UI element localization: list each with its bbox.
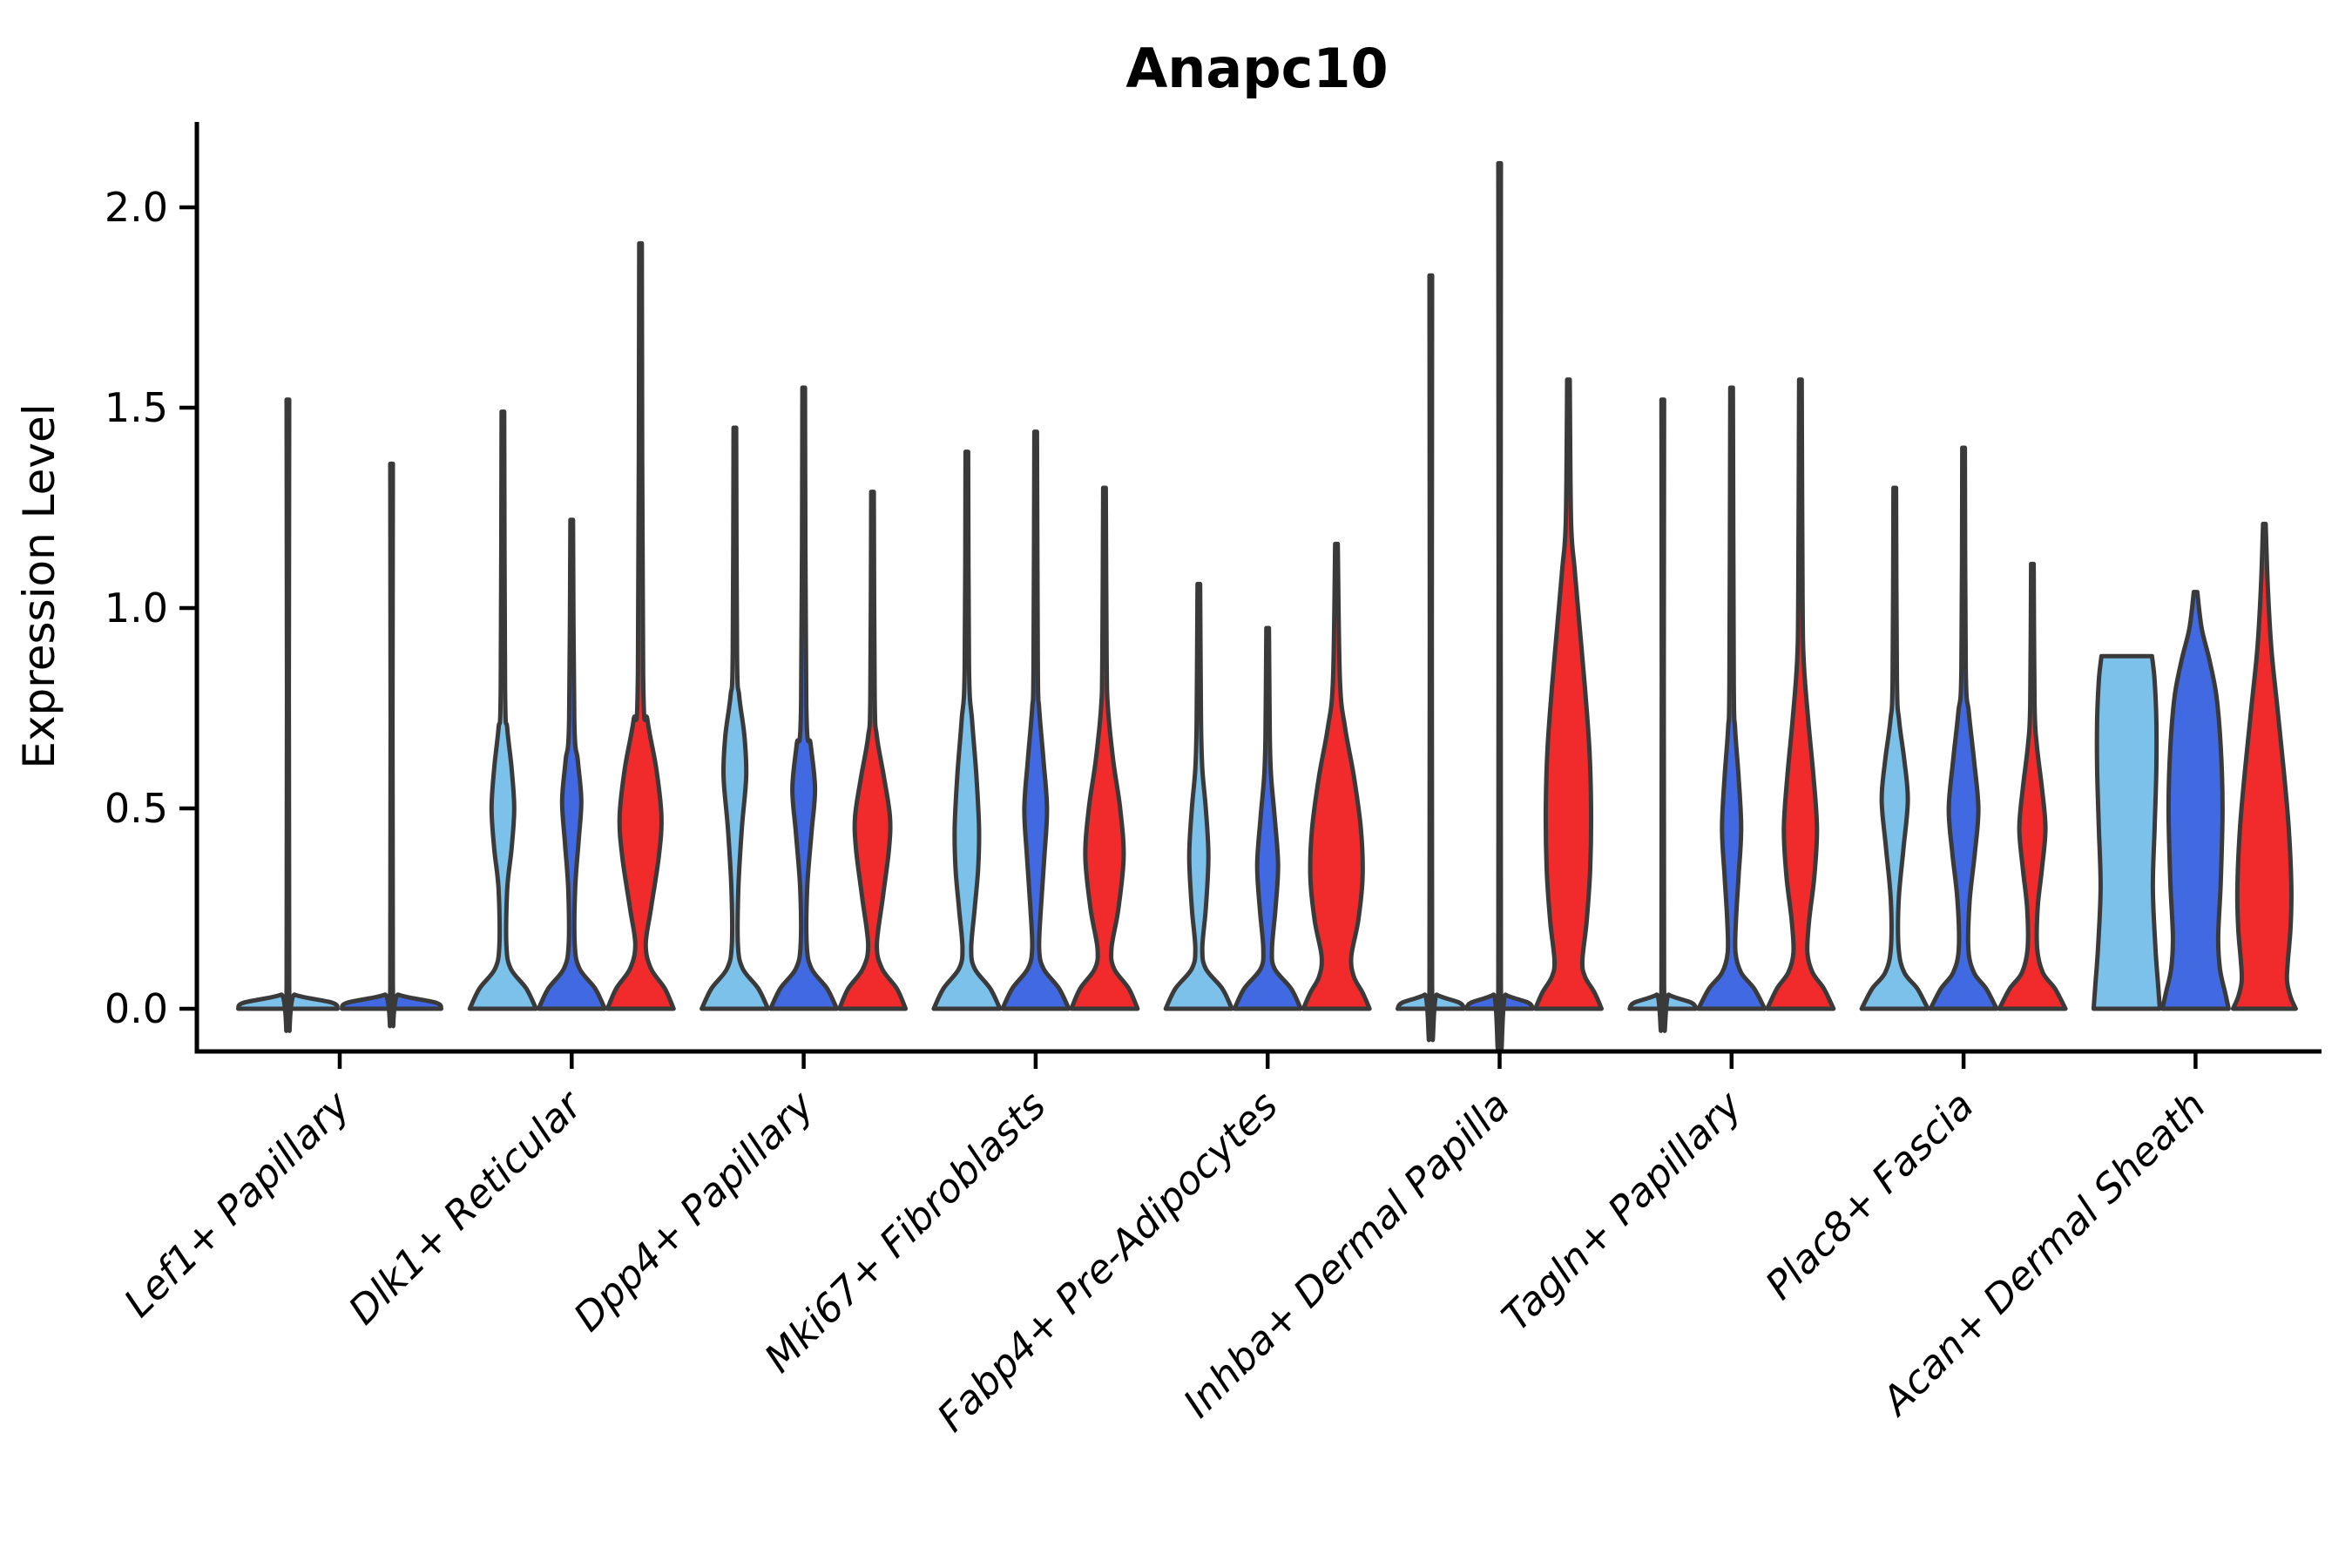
violin-5-split-group-3 (1533, 377, 1604, 1011)
violin-7-split-group-2 (1928, 445, 1999, 1011)
violin-5-split-group-2 (1464, 160, 1535, 1051)
violin-3-split-group-1 (931, 449, 1003, 1011)
violin-7-split-group-1 (1859, 485, 1930, 1011)
x-tick-label: Lef1+ Papillary (115, 1081, 360, 1326)
x-tick-label: Tagln+ Papillary (1493, 1081, 1752, 1340)
y-tick-label: 1.0 (105, 585, 168, 632)
violin-6-split-group-3 (1765, 377, 1836, 1011)
violin-8-split-group-1 (2091, 653, 2162, 1011)
x-tick-label: Dpp4+ Papillary (564, 1081, 823, 1340)
violin-0-split-group-2 (340, 461, 443, 1029)
violin-6-split-group-1 (1627, 397, 1699, 1033)
violin-4-split-group-1 (1163, 581, 1234, 1011)
violin-2-split-group-1 (700, 425, 771, 1011)
y-tick-label: 0.0 (105, 985, 168, 1032)
violin-3-split-group-3 (1069, 485, 1140, 1011)
y-tick-label: 1.5 (105, 384, 168, 431)
violin-2-split-group-2 (768, 385, 840, 1011)
violin-2-split-group-3 (837, 490, 909, 1011)
violin-3-split-group-2 (1000, 429, 1071, 1011)
violin-5-split-group-1 (1396, 273, 1466, 1043)
y-tick-label: 2.0 (105, 184, 168, 231)
violin-4-split-group-2 (1232, 625, 1303, 1011)
x-tick-label: Plac8+ Fascia (1756, 1082, 1983, 1308)
y-axis-label: Expression Level (14, 403, 64, 768)
violin-4-split-group-3 (1301, 541, 1372, 1011)
violin-8-split-group-3 (2230, 521, 2298, 1011)
x-tick-label: Dlk1+ Reticular (340, 1081, 592, 1334)
violin-1-split-group-3 (605, 240, 676, 1011)
violin-6-split-group-2 (1696, 385, 1767, 1011)
y-tick-label: 0.5 (105, 785, 168, 832)
chart-title: Anapc10 (1125, 37, 1388, 100)
violin-8-split-group-2 (2159, 590, 2231, 1011)
violin-1-split-group-1 (467, 409, 538, 1011)
violin-1-split-group-2 (536, 517, 607, 1011)
violin-0-split-group-1 (236, 397, 340, 1033)
violin-7-split-group-3 (1997, 561, 2068, 1011)
